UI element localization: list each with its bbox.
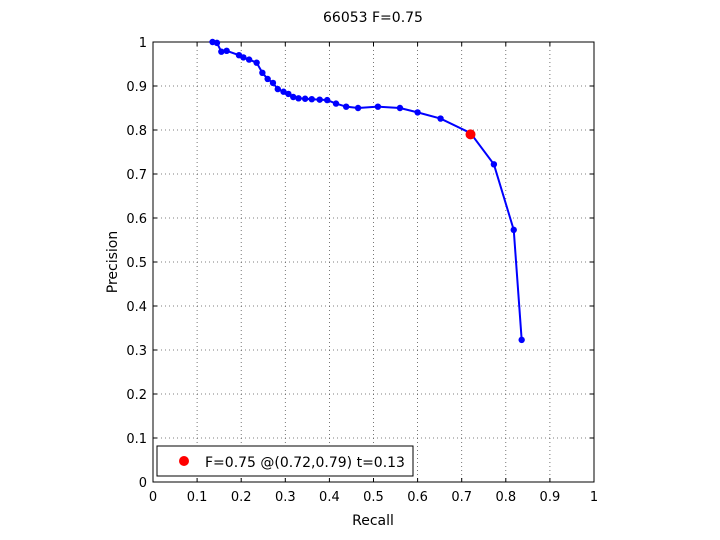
legend-label: F=0.75 @(0.72,0.79) t=0.13: [205, 455, 405, 471]
pr-curve-point: [259, 69, 266, 77]
y-tick-label: 0: [139, 476, 147, 491]
pr-curve-point: [396, 104, 404, 112]
legend-marker: [179, 456, 189, 466]
pr-curve-point: [245, 56, 253, 63]
x-tick-label: 0.9: [540, 490, 561, 505]
pr-curve-point: [269, 79, 277, 87]
x-tick-label: 0.3: [275, 490, 296, 505]
x-tick-label: 0.6: [407, 490, 428, 505]
y-tick-label: 0.3: [126, 344, 147, 359]
pr-curve-point: [374, 103, 382, 110]
x-tick-label: 0.8: [495, 490, 516, 505]
y-tick-label: 0.1: [126, 432, 147, 447]
pr-curve-point: [414, 109, 421, 116]
pr-curve-point: [240, 54, 247, 61]
x-tick-label: 0.5: [363, 490, 384, 505]
x-tick-label: 0.4: [319, 490, 340, 505]
pr-curve-point: [274, 85, 282, 93]
pr-curve-point: [290, 93, 297, 101]
y-tick-label: 0.7: [126, 168, 147, 183]
pr-curve-point: [316, 96, 323, 103]
legend: F=0.75 @(0.72,0.79) t=0.13: [156, 445, 414, 477]
pr-curve-point: [490, 161, 498, 168]
pr-curve-point: [213, 39, 221, 47]
pr-curve-line: [212, 41, 523, 340]
pr-curve-point: [437, 115, 444, 122]
pr-curve-point: [510, 226, 517, 234]
x-tick-label: 1: [590, 490, 598, 505]
y-axis-label: Precision: [105, 231, 121, 293]
pr-curve-point: [253, 59, 260, 66]
pr-curve-point: [301, 95, 309, 102]
pr-curve-point: [264, 75, 271, 83]
x-tick-label: 0.7: [451, 490, 472, 505]
x-tick-label: 0: [149, 490, 157, 505]
y-tick-label: 0.2: [126, 388, 147, 403]
x-tick-label: 0.1: [187, 490, 208, 505]
series-layer: [209, 38, 525, 344]
pr-curve-point: [280, 88, 287, 95]
y-tick-label: 0.6: [126, 212, 147, 227]
pr-curve-point: [295, 95, 302, 102]
pr-curve-point: [323, 96, 331, 104]
chart-title: 66053 F=0.75: [323, 10, 423, 26]
x-tick-label: 0.2: [231, 490, 252, 505]
x-axis-label: Recall: [352, 513, 394, 529]
pr-curve-point: [518, 336, 525, 344]
pr-curve-point: [223, 47, 230, 54]
pr-curve-point: [354, 104, 362, 112]
pr-curve-point: [285, 90, 292, 98]
grid-lines: [153, 42, 594, 482]
y-tick-label: 0.9: [126, 80, 147, 95]
pr-curve-point: [342, 103, 350, 110]
y-tick-label: 0.8: [126, 124, 147, 139]
axis-ticks: 0 0.1 0.2 0.3 0.4 0.5 0.6 0.7 0.8 0.9 1 0 0.1 0.2 0.3 0…: [126, 36, 598, 505]
pr-curve-point: [308, 96, 315, 103]
y-tick-label: 1: [139, 36, 147, 51]
pr-curve-point: [332, 100, 340, 107]
legend-box: [156, 445, 414, 477]
y-tick-label: 0.4: [126, 300, 147, 315]
best-f-point: [465, 129, 476, 140]
pr-curve-point: [218, 48, 225, 55]
y-tick-label: 0.5: [126, 256, 147, 271]
